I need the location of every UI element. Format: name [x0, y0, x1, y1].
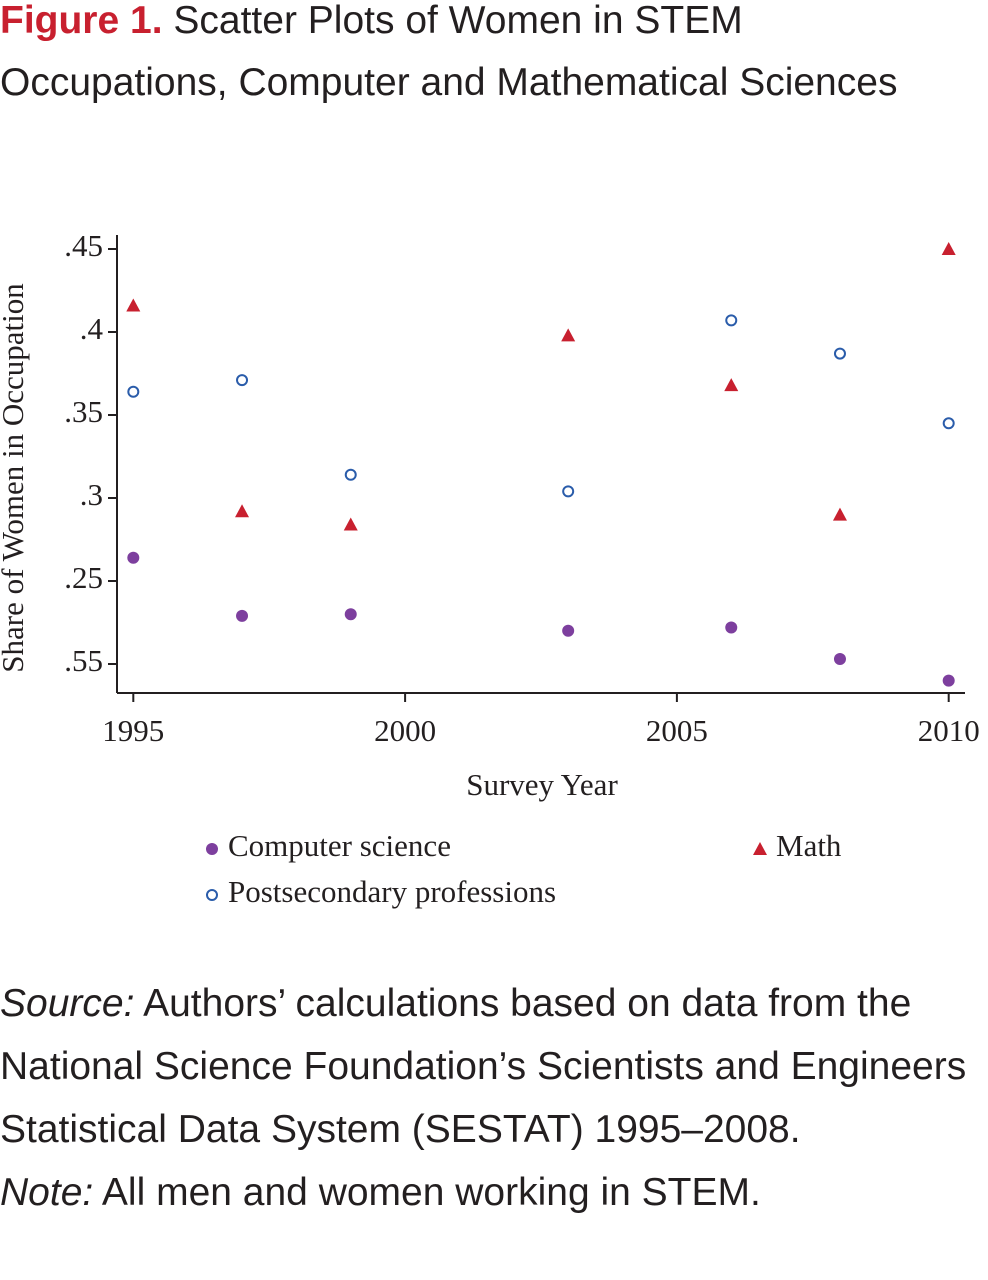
point	[832, 507, 847, 521]
note-label: Note:	[0, 1171, 94, 1214]
legend-label: Postsecondary professions	[228, 874, 556, 909]
point	[725, 314, 738, 327]
point	[941, 242, 956, 255]
point	[126, 298, 141, 312]
x-tick-label: 2010	[918, 713, 980, 748]
point	[833, 347, 846, 360]
legend-marker	[206, 843, 218, 855]
point	[724, 378, 739, 392]
y-axis-label: Share of Women in Occupation	[0, 283, 30, 673]
legend-marker	[206, 889, 218, 901]
point	[235, 504, 250, 518]
note-text: All men and women working in STEM.	[101, 1171, 761, 1214]
legend-label: Computer science	[228, 828, 451, 863]
point	[344, 468, 357, 481]
legend-label: Math	[776, 828, 842, 863]
y-tick-label: .4	[80, 311, 104, 346]
point	[236, 374, 249, 387]
point	[344, 608, 357, 621]
y-tick-label: .55	[64, 643, 103, 678]
x-tick-label: 2000	[374, 713, 436, 748]
y-tick-label: .45	[64, 228, 103, 263]
title-text: Scatter Plots of Women in STEM Occupatio…	[0, 0, 898, 104]
legend-marker	[753, 842, 767, 855]
point	[127, 551, 140, 564]
figure-label: Figure 1.	[0, 0, 163, 42]
x-tick-label: 1995	[102, 713, 164, 748]
point	[343, 517, 358, 531]
point	[562, 624, 575, 637]
figure-title: Figure 1. Scatter Plots of Women in STEM…	[0, 0, 900, 114]
x-axis-label: Survey Year	[466, 767, 618, 802]
point	[725, 621, 738, 634]
point	[942, 417, 955, 430]
source-text: Authors’ calculations based on data from…	[0, 982, 967, 1151]
y-tick-label: .25	[64, 560, 103, 595]
y-tick-label: .35	[64, 394, 103, 429]
source-label: Source:	[0, 982, 135, 1025]
point	[942, 674, 955, 687]
point	[562, 485, 575, 498]
y-tick-label: .3	[80, 477, 103, 512]
point	[236, 609, 249, 622]
point	[561, 328, 576, 342]
source-note: Source: Authors’ calculations based on d…	[0, 972, 985, 1224]
x-tick-label: 2005	[646, 713, 708, 748]
point	[127, 385, 140, 398]
point	[833, 653, 846, 666]
chart: Survey Year Share of Women in Occupation…	[0, 228, 980, 909]
